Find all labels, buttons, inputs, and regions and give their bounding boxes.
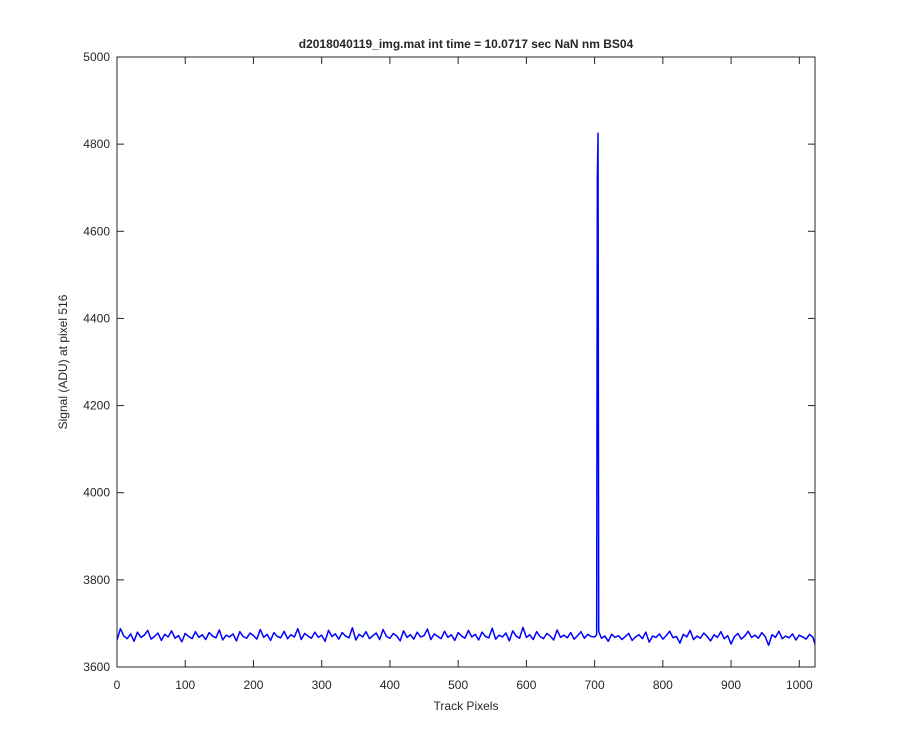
plot-content: [116, 132, 816, 646]
x-axis-label: Track Pixels: [434, 699, 499, 713]
x-tick-label: 500: [448, 678, 468, 692]
x-tick-label: 200: [243, 678, 263, 692]
x-tick-label: 1000: [786, 678, 813, 692]
y-tick-label: 5000: [83, 50, 110, 64]
x-tick-label: 700: [585, 678, 605, 692]
y-tick-label: 4800: [83, 137, 110, 151]
x-tick-label: 100: [175, 678, 195, 692]
x-tick-label: 800: [653, 678, 673, 692]
plot-area: [117, 57, 815, 667]
axes-box: [116, 56, 816, 668]
y-tick-label: 4000: [83, 486, 110, 500]
signal-line: [116, 132, 816, 646]
y-tick-label: 4400: [83, 311, 110, 325]
x-tick-label: 900: [721, 678, 741, 692]
y-tick-label: 4600: [83, 224, 110, 238]
x-tick-label: 0: [114, 678, 121, 692]
x-tick-label: 300: [312, 678, 332, 692]
y-tick-label: 4200: [83, 399, 110, 413]
y-tick-label: 3800: [83, 573, 110, 587]
y-axis-label: Signal (ADU) at pixel 516: [56, 294, 70, 429]
x-tick-label: 400: [380, 678, 400, 692]
x-tick-label: 600: [516, 678, 536, 692]
y-tick-label: 3600: [83, 660, 110, 674]
chart-title: d2018040119_img.mat int time = 10.0717 s…: [299, 37, 634, 51]
